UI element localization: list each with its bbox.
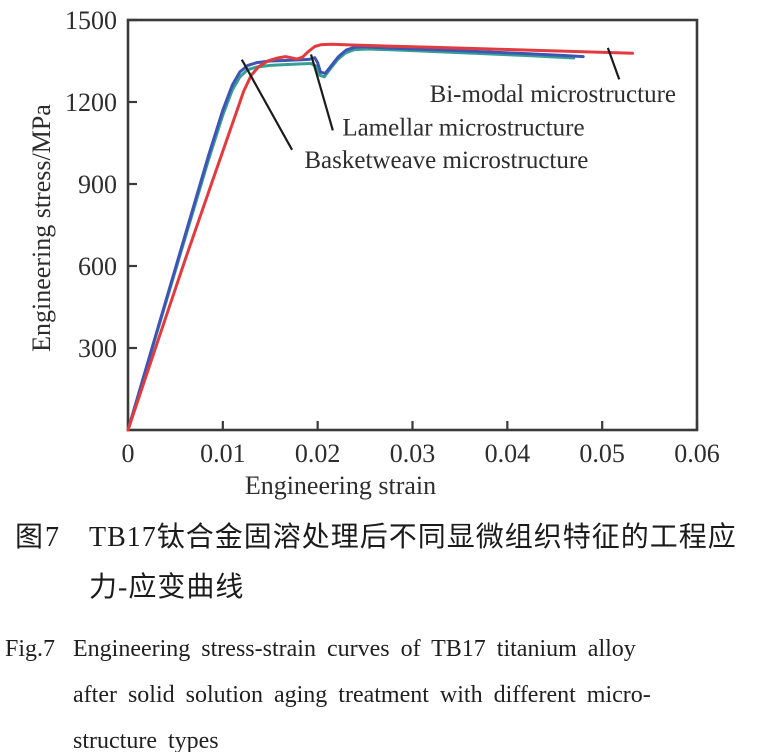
caption-en-line1: Engineering stress-strain curves of TB17…: [73, 636, 636, 662]
series-bi-modal: [126, 42, 634, 432]
caption-en-line3: structure types: [73, 728, 219, 752]
caption-zh-row2: 力-应变曲线: [15, 563, 761, 613]
series-lamellar: [126, 45, 585, 432]
caption-en-row1: Fig.7 Engineering stress-strain curves of…: [5, 626, 761, 672]
annotation-bi-modal: Bi-modal microstructure: [430, 81, 676, 108]
x-tick-label: 0: [122, 439, 135, 468]
figure-number-en: Fig.7: [5, 636, 56, 662]
leader-line-basketweave: [240, 59, 294, 151]
x-tick-label: 0.02: [295, 439, 341, 468]
x-axis-title: Engineering strain: [245, 471, 436, 500]
y-tick-label: 900: [78, 170, 117, 199]
caption-en-row2: after solid solution aging treatment wit…: [5, 672, 761, 718]
leader-line-lamellar: [309, 54, 334, 131]
y-axis-title: Engineering stress/MPa: [27, 104, 56, 352]
caption-zh-row1: 图7 TB17钛合金固溶处理后不同显微组织特征的工程应: [15, 513, 761, 563]
annotation-lamellar: Lamellar microstructure: [342, 114, 584, 141]
series-basketweave: [126, 47, 576, 432]
y-tick-label: 1200: [65, 88, 117, 117]
y-tick-label: 300: [78, 334, 117, 363]
caption-zh-line1: TB17钛合金固溶处理后不同显微组织特征的工程应: [89, 522, 737, 553]
caption-en: Fig.7 Engineering stress-strain curves of…: [5, 626, 761, 752]
leader-line-bi-modal: [606, 47, 621, 80]
x-tick-label: 0.04: [485, 439, 531, 468]
caption-zh: 图7 TB17钛合金固溶处理后不同显微组织特征的工程应 力-应变曲线: [15, 513, 761, 613]
x-tick-label: 0.03: [390, 439, 436, 468]
caption-zh-line2: 力-应变曲线: [89, 572, 245, 603]
caption-en-line2: after solid solution aging treatment wit…: [73, 682, 651, 708]
annotation-basketweave: Basketweave microstructure: [304, 147, 588, 174]
y-tick-label: 600: [78, 252, 117, 281]
figure-number-zh: 图7: [15, 522, 62, 553]
x-tick-label: 0.05: [579, 439, 625, 468]
y-tick-label: 1500: [65, 6, 117, 35]
x-tick-label: 0.06: [674, 439, 720, 468]
stress-strain-chart: 0 0.01 0.02 0.03 0.04 0.05 0.06 300 600 900 1200 15…: [27, 6, 720, 500]
x-tick-label: 0.01: [200, 439, 246, 468]
caption-en-row3: structure types: [5, 718, 761, 752]
